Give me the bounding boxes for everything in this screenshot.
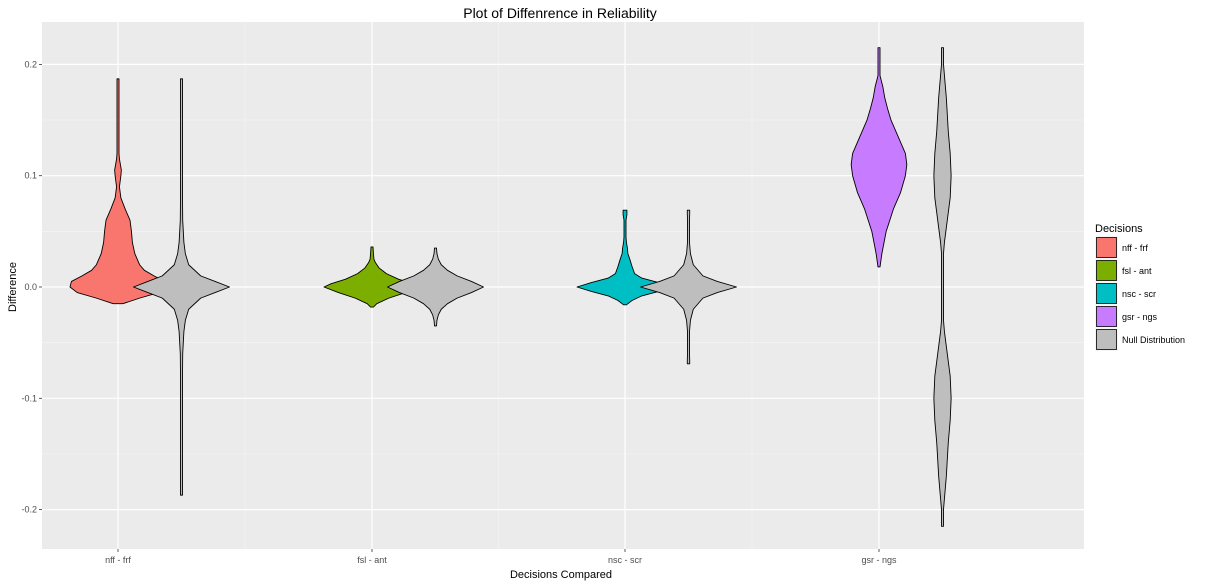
chart-title: Plot of Diffenrence in Reliability bbox=[463, 5, 657, 21]
x-axis-title: Decisions Compared bbox=[510, 569, 612, 581]
legend-label: gsr - ngs bbox=[1122, 312, 1158, 322]
legend-entry: gsr - ngs bbox=[1094, 304, 1158, 329]
y-tick-label: -0.2 bbox=[21, 505, 37, 515]
legend-entry: fsl - ant bbox=[1094, 258, 1152, 283]
violins bbox=[69, 47, 952, 527]
legend-swatch bbox=[1096, 237, 1117, 258]
y-axis: -0.2 -0.1 0.0 0.1 0.2 bbox=[21, 59, 42, 515]
violin-gsr-ngs-observed bbox=[850, 47, 908, 268]
legend-swatch bbox=[1096, 329, 1117, 350]
x-tick-label: gsr - ngs bbox=[861, 555, 897, 565]
y-tick-label: 0.0 bbox=[24, 282, 37, 292]
y-axis-title: Difference bbox=[7, 262, 19, 312]
legend-label: Null Distribution bbox=[1122, 335, 1185, 345]
y-tick-label: 0.1 bbox=[24, 171, 37, 181]
legend-entry: nff - frf bbox=[1094, 235, 1148, 260]
legend-swatch bbox=[1096, 283, 1117, 304]
legend-entry: Null Distribution bbox=[1094, 327, 1185, 352]
legend: Decisions nff - frf fsl - ant nsc - scr gsr… bbox=[1094, 223, 1185, 352]
violin-fsl-ant-null bbox=[387, 247, 484, 327]
legend-title: Decisions bbox=[1095, 223, 1143, 235]
legend-label: nsc - scr bbox=[1122, 289, 1156, 299]
violin-nsc-scr-null bbox=[640, 209, 737, 365]
legend-label: fsl - ant bbox=[1122, 266, 1152, 276]
y-tick-label: -0.1 bbox=[21, 393, 37, 403]
legend-label: nff - frf bbox=[1122, 243, 1148, 253]
x-tick-label: nff - frf bbox=[105, 555, 131, 565]
x-tick-label: nsc - scr bbox=[608, 555, 642, 565]
x-tick-label: fsl - ant bbox=[357, 555, 387, 565]
legend-entry: nsc - scr bbox=[1094, 281, 1156, 306]
violin-gsr-ngs-null bbox=[933, 47, 952, 527]
legend-swatch bbox=[1096, 260, 1117, 281]
x-axis: nff - frf fsl - ant nsc - scr gsr - ngs bbox=[105, 549, 897, 565]
y-tick-label: 0.2 bbox=[24, 59, 37, 69]
legend-swatch bbox=[1096, 306, 1117, 327]
violin-nff-frf-null bbox=[133, 78, 230, 496]
violin-nff-frf-observed bbox=[69, 78, 167, 305]
violin-nsc-scr-observed bbox=[576, 209, 674, 306]
